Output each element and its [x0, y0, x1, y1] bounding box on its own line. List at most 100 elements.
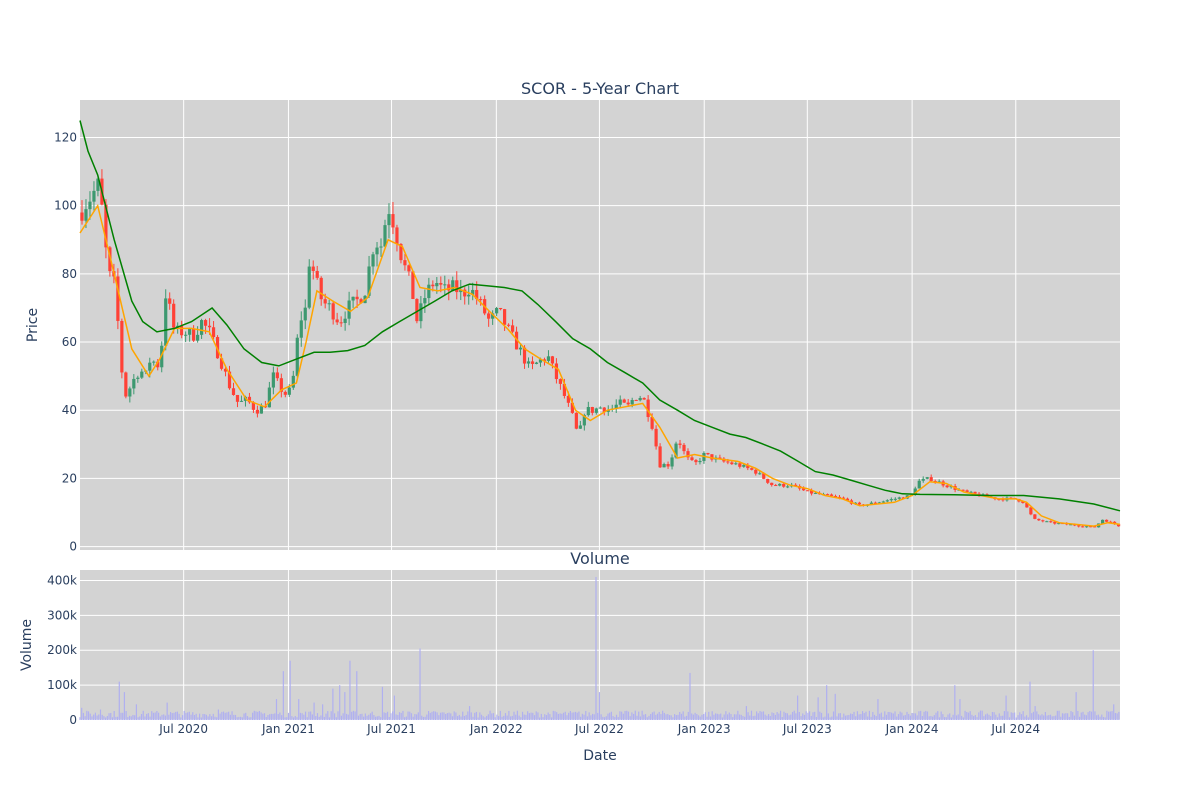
volume-bar	[433, 711, 435, 720]
candle-up	[491, 313, 495, 319]
volume-bar	[118, 681, 120, 720]
volume-bar	[1031, 713, 1033, 720]
candle-down	[646, 399, 650, 418]
volume-bar	[340, 715, 343, 720]
volume-bar	[260, 712, 262, 720]
volume-bar	[976, 717, 978, 720]
volume-bar	[638, 711, 640, 720]
x-tick-label: Jan 2021	[261, 722, 315, 736]
volume-bar	[979, 710, 982, 720]
volume-bar	[603, 717, 606, 720]
volume-bar	[101, 714, 103, 720]
volume-bar	[181, 715, 184, 720]
volume-bar	[1049, 714, 1052, 720]
volume-bar	[774, 714, 777, 720]
volume-bar	[899, 711, 901, 720]
candle-down	[929, 477, 933, 481]
candle-down	[750, 468, 754, 470]
candle-up	[427, 284, 431, 299]
candle-up	[184, 334, 188, 336]
volume-bar	[889, 712, 891, 720]
candle-up	[877, 502, 881, 504]
volume-bar	[250, 717, 252, 720]
volume-bar	[766, 715, 768, 720]
volume-bar	[920, 710, 922, 720]
volume-bar	[262, 713, 264, 720]
volume-bar	[735, 714, 737, 720]
volume-bar	[270, 713, 272, 720]
x-tick-label: Jul 2022	[574, 722, 624, 736]
candle-down	[961, 489, 965, 491]
volume-bar	[998, 713, 1000, 720]
volume-bar	[1082, 711, 1084, 720]
candle-down	[554, 363, 559, 380]
volume-bar	[969, 711, 971, 720]
volume-bar	[586, 716, 589, 720]
candle-down	[1001, 499, 1005, 501]
volume-bar	[373, 715, 375, 720]
volume-bar	[747, 712, 749, 720]
volume-bar	[1104, 717, 1106, 720]
volume-bar	[205, 714, 208, 720]
candle-down	[231, 388, 236, 395]
price-y-tick-label: 100	[54, 199, 77, 213]
candle-down	[718, 457, 722, 459]
candle-down	[542, 359, 547, 361]
volume-bar	[282, 671, 284, 720]
volume-bar	[139, 716, 141, 720]
volume-bar	[908, 713, 910, 720]
candle-up	[423, 298, 427, 304]
candle-down	[794, 484, 798, 486]
volume-bar	[127, 717, 129, 720]
volume-bar	[730, 714, 732, 720]
volume-bar	[480, 714, 483, 720]
volume-bar	[576, 712, 578, 720]
volume-bar	[310, 711, 312, 720]
volume-bar	[265, 717, 267, 720]
candle-down	[1081, 526, 1085, 528]
volume-bar	[708, 711, 710, 720]
volume-bar	[1106, 710, 1108, 720]
volume-bar	[738, 714, 741, 720]
volume-bar	[803, 714, 806, 720]
volume-bar	[204, 714, 206, 720]
volume-y-tick-label: 300k	[47, 608, 77, 622]
candle-up	[538, 359, 543, 363]
candle-up	[451, 280, 455, 291]
candle-up	[869, 502, 873, 505]
volume-bar	[286, 717, 288, 720]
volume-bar	[643, 714, 645, 720]
volume-bar	[593, 714, 595, 720]
volume-bar	[682, 711, 684, 720]
volume-bar	[465, 714, 467, 720]
volume-bar	[84, 716, 86, 720]
volume-bar	[1070, 711, 1072, 720]
candle-down	[279, 378, 283, 392]
volume-bar	[1097, 714, 1099, 720]
volume-bar	[409, 711, 411, 720]
volume-bar	[672, 717, 674, 720]
volume-bar	[528, 713, 530, 720]
volume-bar	[838, 713, 840, 720]
volume-bar	[294, 715, 296, 720]
candle-up	[630, 400, 634, 405]
volume-bar	[767, 714, 770, 720]
volume-bar	[1015, 717, 1017, 720]
volume-bar	[726, 714, 729, 720]
volume-bar	[952, 714, 954, 720]
volume-bar	[658, 711, 660, 720]
volume-bar	[841, 717, 843, 720]
candle-down	[706, 452, 710, 455]
candle-up	[303, 307, 307, 321]
candle-down	[626, 402, 630, 405]
volume-bar	[383, 712, 385, 720]
price-chart-title: SCOR - 5-Year Chart	[521, 79, 679, 98]
volume-bar	[937, 711, 939, 720]
volume-bar	[622, 713, 624, 720]
volume-bar	[677, 714, 679, 720]
volume-bar	[675, 715, 677, 720]
candle-down	[156, 361, 160, 368]
volume-bar	[959, 699, 961, 720]
volume-bar	[301, 713, 303, 720]
volume-bar	[1012, 712, 1014, 720]
